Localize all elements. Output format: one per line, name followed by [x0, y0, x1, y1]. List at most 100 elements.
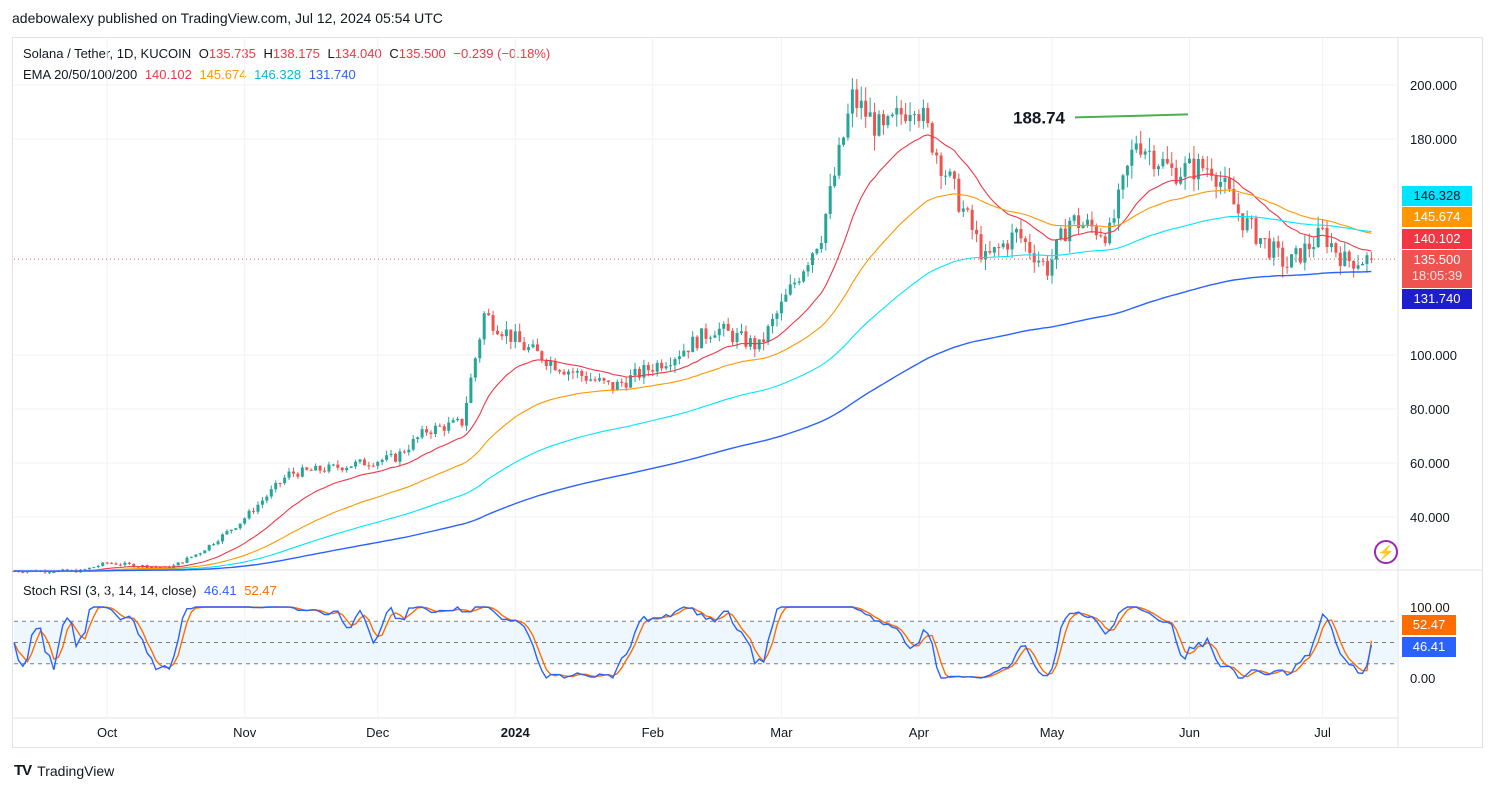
candle-body — [677, 356, 681, 360]
candle-body — [478, 339, 482, 359]
candle-body — [540, 351, 544, 361]
stoch-d-tag: 52.47 — [1402, 615, 1456, 635]
x-tick-label: Jul — [1314, 725, 1331, 740]
candle-body — [114, 563, 118, 565]
candle-body — [766, 326, 770, 342]
stoch-rsi-label[interactable]: Stoch RSI (3, 3, 14, 14, close) — [23, 583, 197, 598]
candle-body — [580, 371, 584, 376]
footer-brand[interactable]: TV TradingView — [14, 762, 114, 779]
candle-body — [558, 370, 562, 372]
candle-body — [1165, 158, 1169, 164]
candle-body — [349, 466, 353, 468]
candle-body — [1023, 238, 1027, 243]
candle-body — [744, 331, 748, 347]
candle-body — [1010, 232, 1014, 250]
candle-body — [1139, 143, 1143, 155]
candle-body — [509, 329, 513, 342]
candle-body — [442, 426, 446, 431]
candle-body — [992, 247, 996, 253]
candle-body — [695, 336, 699, 349]
candle-body — [1250, 218, 1254, 220]
candle-body — [451, 420, 455, 423]
candle-body — [1085, 219, 1089, 225]
x-tick-label: Nov — [233, 725, 257, 740]
annotation-label: 188.74 — [1013, 108, 1066, 127]
ema20-line — [13, 134, 1372, 573]
candle-body — [336, 464, 340, 468]
candle-body — [1094, 226, 1098, 236]
candle-body — [948, 171, 952, 176]
candle-body — [642, 365, 646, 378]
candle-body — [1134, 143, 1138, 150]
open-value: 135.735 — [208, 46, 256, 61]
candle-body — [1188, 158, 1192, 164]
candle-body — [527, 347, 531, 351]
candle-body — [562, 371, 566, 375]
candle-body — [824, 213, 828, 244]
candle-body — [855, 89, 859, 109]
ema-label[interactable]: EMA 20/50/100/200 — [23, 67, 138, 82]
candle-body — [1343, 251, 1347, 266]
x-tick-label: Jun — [1179, 725, 1200, 740]
candle-body — [1117, 189, 1121, 219]
candle-body — [1227, 177, 1231, 189]
candle-body — [771, 318, 775, 327]
candle-body — [21, 571, 25, 573]
candle-body — [123, 562, 127, 565]
candle-body — [726, 323, 730, 331]
candle-body — [1258, 238, 1262, 244]
candle-body — [362, 459, 366, 466]
stoch-y-tick-label: 100.00 — [1410, 600, 1450, 615]
candle-body — [1267, 238, 1271, 258]
publisher-line: adebowalexy published on TradingView.com… — [12, 10, 443, 26]
candle-body — [438, 425, 442, 427]
candle-body — [1210, 168, 1214, 176]
candle-body — [1290, 254, 1294, 268]
candle-body — [216, 541, 220, 545]
candle-body — [1130, 149, 1134, 166]
candle-body — [837, 144, 841, 176]
candle-body — [655, 362, 659, 372]
candle-body — [181, 562, 185, 564]
candle-body — [806, 265, 810, 272]
high-label: H — [263, 46, 273, 61]
y-tick-label: 180.000 — [1410, 132, 1457, 147]
candle-body — [265, 496, 269, 501]
y-tick-label: 40.000 — [1410, 510, 1450, 525]
candle-body — [899, 108, 903, 115]
candle-body — [1183, 163, 1187, 177]
candle-body — [624, 382, 628, 388]
stoch-rsi-legend: Stoch RSI (3, 3, 14, 14, close) 46.41 52… — [23, 583, 281, 598]
candle-body — [988, 251, 992, 253]
change-value: −0.239 (−0.18%) — [453, 46, 551, 61]
candle-body — [762, 339, 766, 342]
candle-body — [513, 331, 517, 342]
candle-body — [842, 137, 846, 145]
candle-body — [939, 155, 943, 176]
candle-body — [1001, 243, 1005, 248]
candle-body — [739, 331, 743, 333]
candle-body — [327, 464, 331, 472]
candle-body — [660, 362, 664, 369]
candle-body — [615, 381, 619, 391]
candle-body — [589, 379, 593, 381]
ema20-price-tag: 140.102 — [1402, 229, 1472, 249]
candle-body — [629, 375, 633, 388]
candle-body — [411, 438, 415, 450]
last-price-tag: 135.500 18:05:39 — [1402, 250, 1472, 288]
candle-body — [87, 567, 91, 570]
candle-body — [189, 556, 193, 558]
candle-body — [890, 114, 894, 117]
candle-body — [420, 429, 424, 438]
candle-body — [1321, 227, 1325, 229]
candle-body — [1241, 213, 1245, 231]
candle-body — [1307, 243, 1311, 250]
candle-body — [1223, 177, 1227, 183]
candle-body — [407, 449, 411, 453]
lightning-icon[interactable]: ⚡ — [1374, 540, 1398, 564]
candle-body — [708, 337, 712, 339]
candle-body — [1254, 218, 1258, 244]
candle-body — [1099, 235, 1103, 237]
candle-body — [850, 89, 854, 114]
